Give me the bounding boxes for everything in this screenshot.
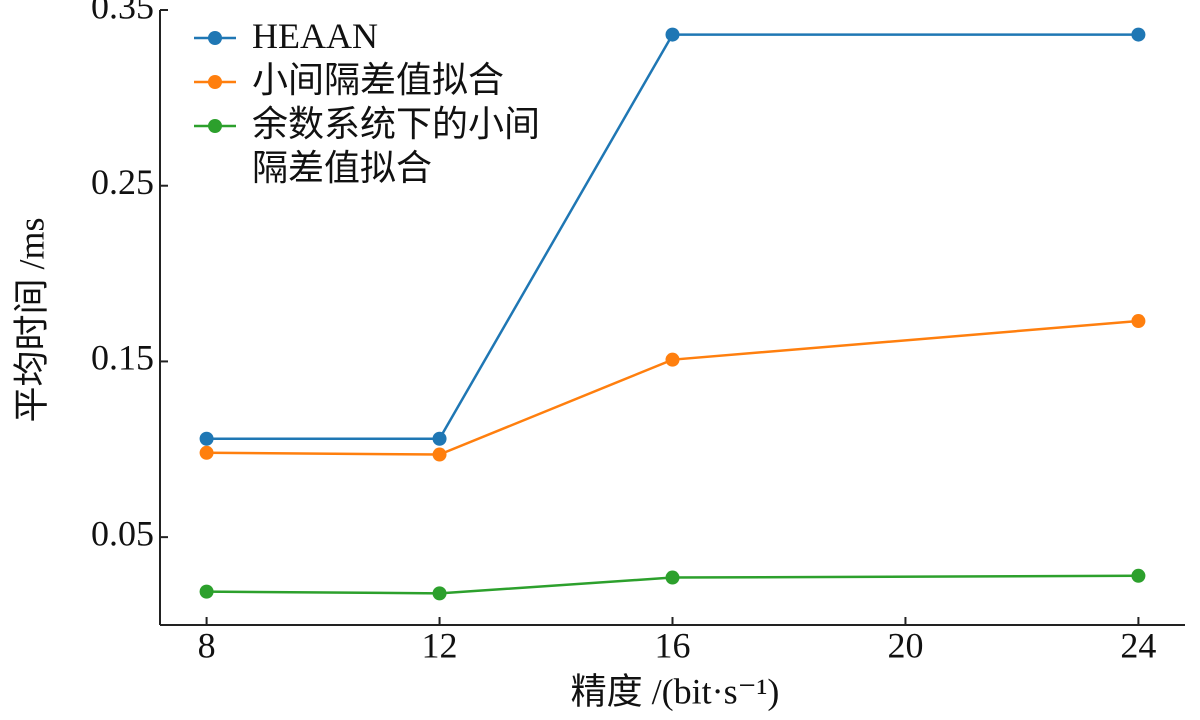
point bbox=[1131, 568, 1146, 583]
point bbox=[432, 431, 447, 446]
x-tick-label: 12 bbox=[422, 625, 458, 665]
series-line bbox=[206, 319, 1139, 456]
y-tick-label: 0.05 bbox=[91, 513, 154, 553]
series-line bbox=[206, 574, 1139, 595]
legend-key bbox=[194, 75, 236, 89]
legend: HEAAN 小间隔差值拟合 余数系统下的小间隔差值拟合 bbox=[190, 14, 542, 190]
y-tick-label: 0.15 bbox=[91, 338, 154, 378]
legend-label: 余数系统下的小间隔差值拟合 bbox=[252, 104, 541, 188]
point bbox=[665, 352, 680, 367]
point bbox=[199, 584, 214, 599]
point bbox=[199, 445, 214, 460]
x-tick-label: 20 bbox=[887, 625, 923, 665]
legend-item: 小间隔差值拟合 bbox=[190, 58, 542, 102]
legend-key bbox=[194, 31, 236, 45]
legend-marker bbox=[208, 119, 222, 133]
legend-marker bbox=[208, 31, 222, 45]
legend-label: HEAAN bbox=[252, 16, 378, 56]
legend-key bbox=[194, 119, 236, 133]
point bbox=[199, 431, 214, 446]
point bbox=[665, 27, 680, 42]
point bbox=[665, 570, 680, 585]
point bbox=[432, 447, 447, 462]
point bbox=[1131, 314, 1146, 329]
legend-item: 余数系统下的小间隔差值拟合 bbox=[190, 102, 542, 190]
x-tick-label: 8 bbox=[198, 625, 216, 665]
x-axis-label: 精度 /(bit·s⁻¹) bbox=[571, 671, 780, 711]
series-line bbox=[206, 33, 1139, 440]
legend-item: HEAAN bbox=[190, 14, 542, 58]
legend-label: 小间隔差值拟合 bbox=[252, 60, 505, 100]
y-tick-label: 0.25 bbox=[91, 162, 154, 202]
point bbox=[1131, 27, 1146, 42]
point bbox=[432, 586, 447, 601]
x-tick-label: 16 bbox=[655, 625, 691, 665]
x-tick-label: 24 bbox=[1120, 625, 1156, 665]
y-axis-label: 平均时间 /ms bbox=[11, 217, 51, 422]
legend-marker bbox=[208, 75, 222, 89]
y-tick-label: 0.35 bbox=[91, 0, 154, 26]
